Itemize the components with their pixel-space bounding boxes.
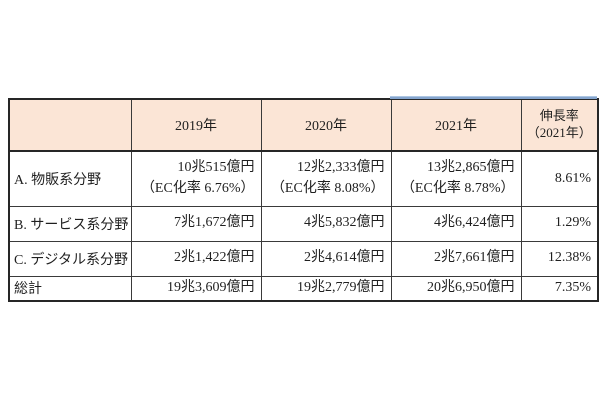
cell-2019-value: 19兆3,609億円 — [130, 275, 262, 302]
cell-2019-value: 7兆1,672億円 — [130, 205, 262, 242]
table-row-total: 総計 19兆3,609億円 19兆2,779億円 20兆6,950億円 7.35… — [8, 275, 599, 302]
cell-2020-value: 12兆2,333億円 （EC化率 8.08%） — [260, 150, 392, 207]
column-header-2020: 2020年 — [260, 98, 392, 152]
cell-2020-value: 19兆2,779億円 — [260, 275, 392, 302]
cell-2021-value: 4兆6,424億円 — [390, 205, 522, 242]
column-2021-highlight-line — [390, 96, 597, 99]
value-amount: 12兆2,333億円 — [297, 160, 385, 176]
column-header-growth-rate: 伸長率 （2021年） — [520, 98, 599, 152]
table-row-services: B. サービス系分野 7兆1,672億円 4兆5,832億円 4兆6,424億円… — [8, 205, 599, 242]
corner-cell — [8, 98, 132, 152]
table-row-digital: C. デジタル系分野 2兆1,422億円 2兆4,614億円 2兆7,661億円… — [8, 240, 599, 277]
column-header-2019: 2019年 — [130, 98, 262, 152]
value-ec-ratio: （EC化率 8.08%） — [270, 180, 385, 196]
value-ec-ratio: （EC化率 8.78%） — [400, 180, 515, 196]
growth-rate-label-line1: 伸長率 — [539, 108, 579, 124]
cell-2019-value: 2兆1,422億円 — [130, 240, 262, 277]
cell-growth-rate: 1.29% — [520, 205, 599, 242]
cell-growth-rate: 12.38% — [520, 240, 599, 277]
row-label: C. デジタル系分野 — [8, 240, 132, 277]
row-label: A. 物販系分野 — [8, 150, 132, 207]
row-label: B. サービス系分野 — [8, 205, 132, 242]
value-ec-ratio: （EC化率 6.76%） — [140, 180, 255, 196]
cell-2020-value: 2兆4,614億円 — [260, 240, 392, 277]
table-row-physical-goods: A. 物販系分野 10兆515億円 （EC化率 6.76%） 12兆2,333億… — [8, 150, 599, 207]
ec-market-size-table: 2019年 2020年 2021年 伸長率 （2021年） A. 物販系分野 1… — [8, 98, 599, 302]
cell-growth-rate: 8.61% — [520, 150, 599, 207]
value-amount: 13兆2,865億円 — [427, 160, 515, 176]
cell-2021-value: 20兆6,950億円 — [390, 275, 522, 302]
cell-2021-value: 2兆7,661億円 — [390, 240, 522, 277]
growth-rate-label-line2: （2021年） — [526, 125, 592, 140]
cell-2019-value: 10兆515億円 （EC化率 6.76%） — [130, 150, 262, 207]
cell-growth-rate: 7.35% — [520, 275, 599, 302]
cell-2021-value: 13兆2,865億円 （EC化率 8.78%） — [390, 150, 522, 207]
header-row: 2019年 2020年 2021年 伸長率 （2021年） — [8, 98, 599, 152]
value-amount: 10兆515億円 — [177, 160, 255, 176]
column-header-2021: 2021年 — [390, 98, 522, 152]
row-label: 総計 — [8, 275, 132, 302]
cell-2020-value: 4兆5,832億円 — [260, 205, 392, 242]
